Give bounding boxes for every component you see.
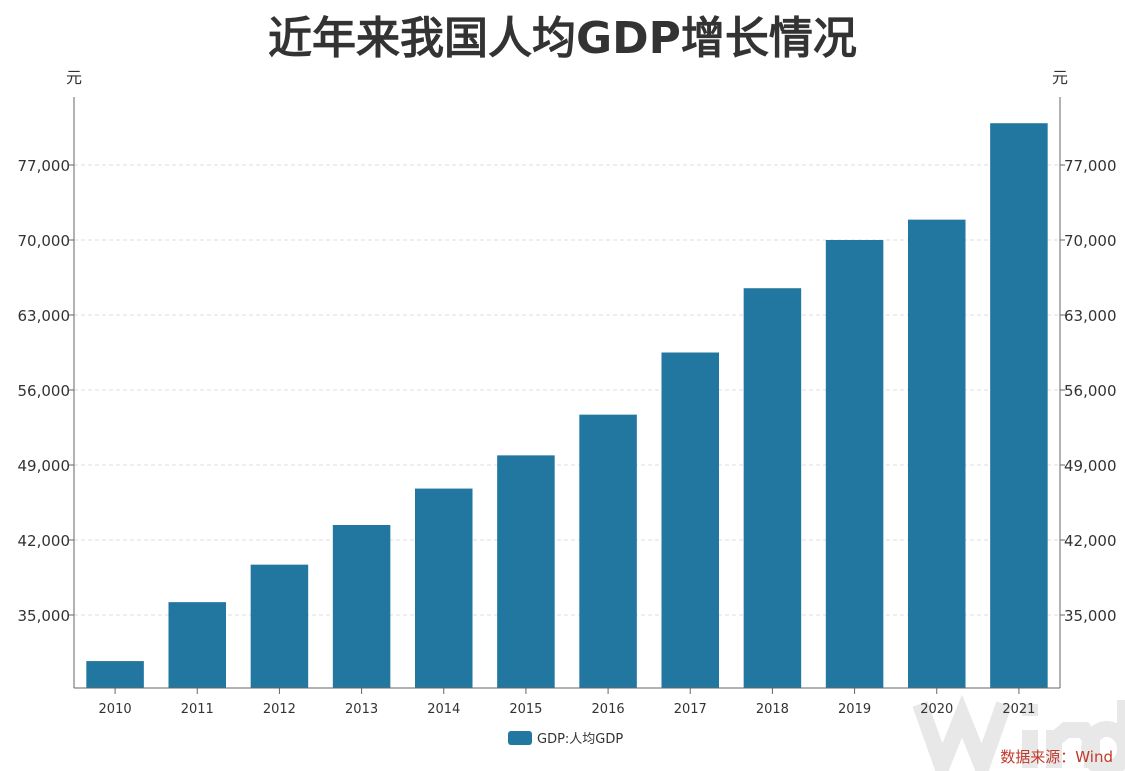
x-tick-label: 2014 [427,702,460,717]
bar-2015 [497,455,555,688]
watermark-logo-shape [912,694,1125,771]
bar-2014 [414,488,473,688]
y-tick-label-right: 70,000 [1064,232,1117,250]
x-tick-label: 2017 [674,702,707,717]
y-tick-label-left: 70,000 [18,232,71,250]
x-tick-label: 2013 [345,702,378,717]
x-tick-label: 2021 [1002,702,1035,717]
bar-2018 [743,288,802,688]
y-tick-label-right: 35,000 [1064,607,1117,625]
bar-2017 [661,352,720,688]
y-tick-label-right: 49,000 [1064,457,1117,475]
bar-2020 [907,219,966,688]
y-tick-label-left: 35,000 [18,607,71,625]
legend-label: GDP:人均GDP [537,732,624,747]
y-tick-label-right: 63,000 [1064,307,1117,325]
y-tick-label-left: 42,000 [18,532,71,550]
x-tick-label: 2020 [920,702,953,717]
x-tick-label: 2018 [756,702,789,717]
x-tick-label: 2015 [509,702,542,717]
x-tick-label: 2012 [263,702,296,717]
x-tick-label: 2011 [181,702,214,717]
x-tick-label: 2016 [592,702,625,717]
y-tick-label-left: 49,000 [18,457,71,475]
bar-2016 [579,414,637,688]
x-tick-label: 2010 [99,702,132,717]
bar-2012 [250,564,309,688]
source-note: 数据来源：Wind [1000,748,1113,766]
y-tick-label-left: 63,000 [18,307,71,325]
bar-2019 [825,240,884,688]
legend-swatch [508,730,532,745]
bar-2010 [86,661,144,688]
y-tick-label-right: 42,000 [1064,532,1117,550]
y-tick-label-left: 77,000 [18,157,71,175]
y-tick-label-right: 77,000 [1064,157,1117,175]
y-tick-label-left: 56,000 [18,382,71,400]
chart-title: 近年来我国人均GDP增长情况 [268,13,857,64]
y-tick-label-right: 56,000 [1064,382,1117,400]
bar-2013 [332,525,391,688]
bar-2011 [168,602,227,688]
x-tick-label: 2019 [838,702,871,717]
bar-2021 [990,123,1048,688]
y-axis-left-unit: 元 [66,68,82,87]
y-axis-right-unit: 元 [1052,68,1068,87]
legend[interactable]: GDP:人均GDP [508,728,623,747]
